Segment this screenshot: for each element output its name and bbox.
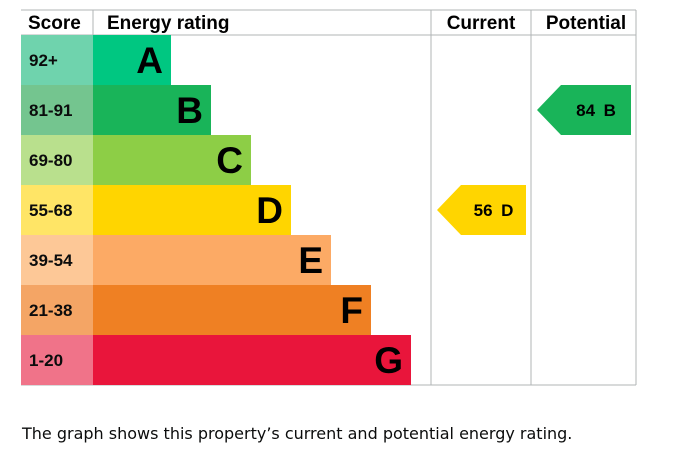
score-cell-d bbox=[21, 185, 93, 235]
rating-arrows: 56 D 84 B bbox=[437, 85, 631, 235]
band-bar-g bbox=[93, 335, 411, 385]
potential-rating-label: 84 B bbox=[576, 101, 616, 120]
score-range-f: 21-38 bbox=[29, 301, 72, 320]
band-letter-f: F bbox=[340, 290, 363, 331]
header-potential: Potential bbox=[546, 13, 626, 34]
current-rating-arrow bbox=[437, 185, 526, 235]
score-range-c: 69-80 bbox=[29, 151, 72, 170]
header-energy-rating: Energy rating bbox=[107, 13, 229, 34]
score-range-g: 1-20 bbox=[29, 351, 63, 370]
rating-bands: 92+ A 81-91 B 69-80 C 55-68 D 39-54 E 21-38 F 1-20 G bbox=[21, 35, 411, 385]
chart-caption: The graph shows this property’s current … bbox=[22, 424, 573, 443]
potential-rating-arrow bbox=[537, 85, 631, 135]
band-letter-a: A bbox=[136, 40, 163, 81]
band-letter-g: G bbox=[374, 340, 403, 381]
band-bar-a bbox=[93, 35, 171, 85]
score-cell-f bbox=[21, 285, 93, 335]
band-bar-c bbox=[93, 135, 251, 185]
score-range-e: 39-54 bbox=[29, 251, 73, 270]
band-bar-f bbox=[93, 285, 371, 335]
score-range-b: 81-91 bbox=[29, 101, 72, 120]
score-cell-b bbox=[21, 85, 93, 135]
current-rating-label: 56 D bbox=[474, 201, 514, 220]
band-letter-c: C bbox=[216, 140, 243, 181]
score-cell-e bbox=[21, 235, 93, 285]
band-bar-e bbox=[93, 235, 331, 285]
epc-rating-chart: Score Energy rating Current Potential 92… bbox=[21, 9, 637, 386]
score-range-a: 92+ bbox=[29, 51, 58, 70]
band-bar-d bbox=[93, 185, 291, 235]
band-letter-b: B bbox=[176, 90, 203, 131]
score-cell-c bbox=[21, 135, 93, 185]
band-letter-d: D bbox=[256, 190, 283, 231]
band-letter-e: E bbox=[298, 240, 323, 281]
header-score: Score bbox=[28, 13, 81, 34]
score-cell-g bbox=[21, 335, 93, 385]
score-range-d: 55-68 bbox=[29, 201, 72, 220]
header-current: Current bbox=[447, 13, 516, 34]
score-cell-a bbox=[21, 35, 93, 85]
band-bar-b bbox=[93, 85, 211, 135]
